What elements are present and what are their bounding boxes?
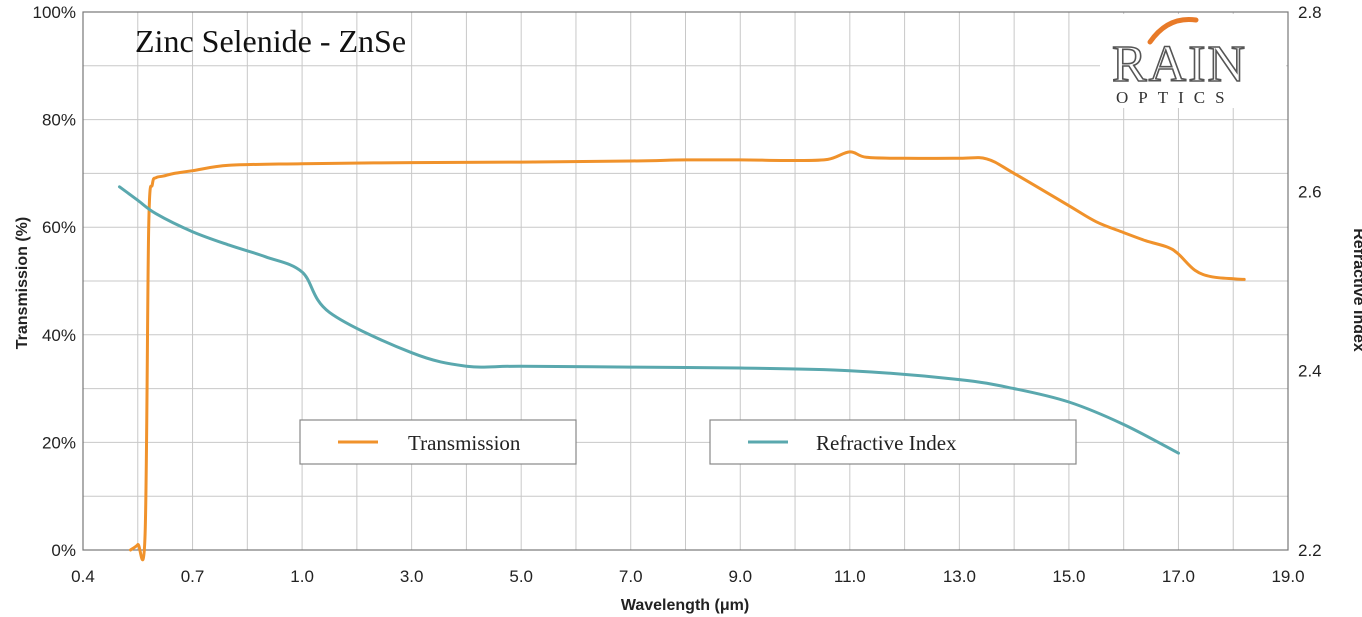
x-tick-label: 13.0 [943,567,976,586]
legend-transmission: Transmission [299,419,577,465]
series-line-transmission [129,150,1246,562]
x-tick-label: 19.0 [1271,567,1304,586]
x-axis-title: Wavelength (μm) [621,597,749,614]
x-tick-label: 0.4 [71,567,95,586]
logo-background [1100,14,1286,108]
x-tick-label: 7.0 [619,567,643,586]
y-axis-ticks: 0% 20% 40% 60% 80% 100% [33,3,76,560]
x-tick-label: 9.0 [728,567,752,586]
chart-title: Zinc Selenide - ZnSe [135,23,406,59]
legend-label-transmission: Transmission [408,431,521,455]
x-tick-label: 0.7 [181,567,205,586]
y2-axis-ticks: 2.2 2.4 2.6 2.8 [1298,3,1322,560]
series-line-refractive-index [118,185,1180,455]
y2-tick-label: 2.4 [1298,362,1322,381]
rain-optics-logo: RAIN OPTICS [1100,14,1286,108]
x-tick-label: 15.0 [1052,567,1085,586]
x-tick-label: 11.0 [834,567,866,586]
legend-label-refractive-index: Refractive Index [816,431,957,455]
y-tick-label: 40% [42,326,76,345]
y-tick-label: 20% [42,433,76,452]
x-tick-label: 5.0 [509,567,533,586]
x-tick-label: 1.0 [290,567,314,586]
y-tick-label: 60% [42,218,76,237]
logo-subtitle: OPTICS [1116,88,1235,107]
y-axis-title: Transmission (%) [14,217,31,349]
y-tick-label: 100% [33,3,76,22]
series [118,150,1246,562]
logo-arc-icon [1147,16,1199,45]
legend-refractive-index: Refractive Index [709,419,1077,465]
y2-tick-label: 2.8 [1298,3,1322,22]
logo-name: RAIN [1112,36,1247,93]
x-tick-label: 17.0 [1162,567,1195,586]
x-tick-label: 3.0 [400,567,424,586]
y2-tick-label: 2.6 [1298,182,1322,201]
y2-axis-title: Refractive Index [1350,228,1362,352]
y-tick-label: 0% [51,541,76,560]
plot-frame [82,11,1289,551]
y-tick-label: 80% [42,111,76,130]
y2-tick-label: 2.2 [1298,541,1322,560]
x-axis-ticks: 0.4 0.7 1.0 3.0 5.0 7.0 9.0 11.0 13.0 15.0 17.0 19.… [71,567,1304,586]
